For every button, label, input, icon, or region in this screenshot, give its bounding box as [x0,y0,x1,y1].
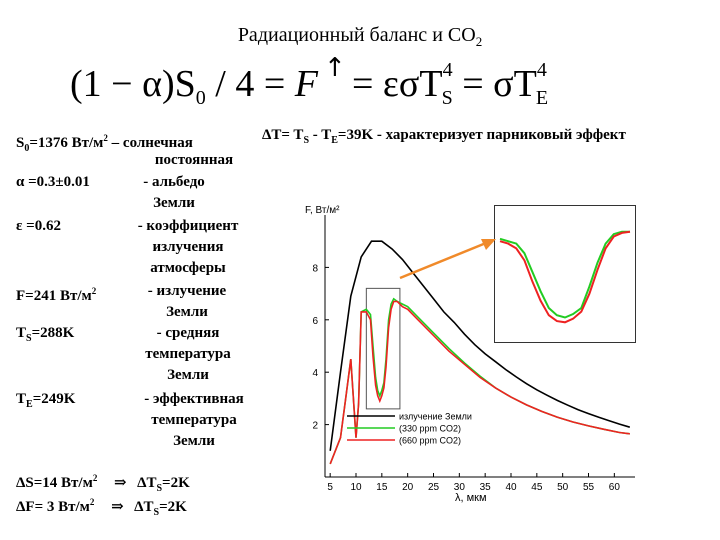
implies-arrow-icon: ⇒ [111,499,124,515]
param-ts: TS=288K [16,325,75,344]
param-te: TE=249K [16,391,76,410]
inset-frame [494,205,636,343]
x-tick-label: 15 [376,482,388,493]
x-axis-label: λ, мкм [455,492,487,504]
formula-te-sub: E [536,87,548,109]
formula-lhs-rest: / 4 = [206,63,295,105]
param-s0: S0=1376 Вт/м2 – солнечная [16,133,193,154]
param-f: F=241 Вт/м2 [16,286,97,304]
orange-arrowhead-icon [481,239,496,250]
param-albedo: α =0.3±0.01 [16,174,90,190]
delta-s-row: ΔS=14 Вт/м2 ⇒ ΔTS=2K [16,473,190,494]
implies-arrow-icon: ⇒ [114,475,127,491]
x-tick-label: 5 [327,482,333,493]
x-tick-label: 40 [505,482,517,493]
formula-eq2: = σT [453,63,537,105]
param-f-desc: - излучение Земли [147,283,227,320]
formula-te-sup: 4 [537,59,547,81]
param-te-desc: - эффективная температура Земли [144,391,244,449]
x-tick-label: 45 [531,482,543,493]
series-line-0 [329,240,631,451]
zoom-inset [494,205,636,343]
legend-label: (330 ppm CO2) [399,424,461,434]
inset-line-red_y [499,230,631,324]
param-s0-desc: постоянная [154,152,234,168]
param-emissivity: ε =0.62 [16,218,61,234]
param-albedo-desc: - альбедо Земли [143,174,205,211]
series-line-2 [329,300,630,465]
param-ts-desc: - средняя температура Земли [145,325,231,383]
formula-lhs: (1 − α)S [70,63,196,105]
greenhouse-effect-note: ΔT= TS - TE=39K - характеризует парников… [262,127,626,146]
up-arrow-icon: ↑ [324,53,346,83]
x-tick-label: 25 [428,482,440,493]
x-tick-label: 30 [454,482,466,493]
x-tick-label: 10 [350,482,362,493]
zoom-box [365,287,401,410]
orange-arrow-icon [399,241,487,280]
formula-ts-sup: 4 [443,59,453,81]
inset-line-green_y [499,230,630,319]
param-emissivity-desc: - коэффициент излучения атмосферы [137,218,239,276]
delta-f-row: ΔF= 3 Вт/м2 ⇒ ΔTS=2K [16,497,187,518]
x-tick-label: 55 [583,482,595,493]
legend-label: излучение Земли [399,412,472,422]
y-axis-label: F, Вт/м² [305,205,340,216]
y-tick-label: 6 [312,316,318,327]
radiation-balance-formula: (1 − α)S0 / 4 = F ↑ = εσT4 S = σT4 E [70,53,548,109]
slide-title: Радиационный баланс и CO2 [237,24,483,49]
formula-ts-sub: S [442,87,453,109]
x-tick-label: 60 [609,482,621,493]
formula-f: F [294,63,319,105]
legend-label: (660 ppm CO2) [399,436,461,446]
y-tick-label: 2 [312,421,318,432]
formula-s0-sub: 0 [196,87,206,109]
y-tick-label: 8 [312,263,318,274]
x-tick-label: 35 [480,482,492,493]
svg-text:(1 − α)S0 / 4 = F: (1 − α)S0 / 4 = F [70,63,319,109]
y-tick-label: 4 [312,368,318,379]
x-tick-label: 50 [557,482,569,493]
x-tick-label: 20 [402,482,414,493]
spectrum-chart: 5 10 15 20 25 30 35 40 45 50 55 60 2 4 6 8 излучение Зе… [305,205,635,504]
formula-eq1: = εσT [352,63,443,105]
